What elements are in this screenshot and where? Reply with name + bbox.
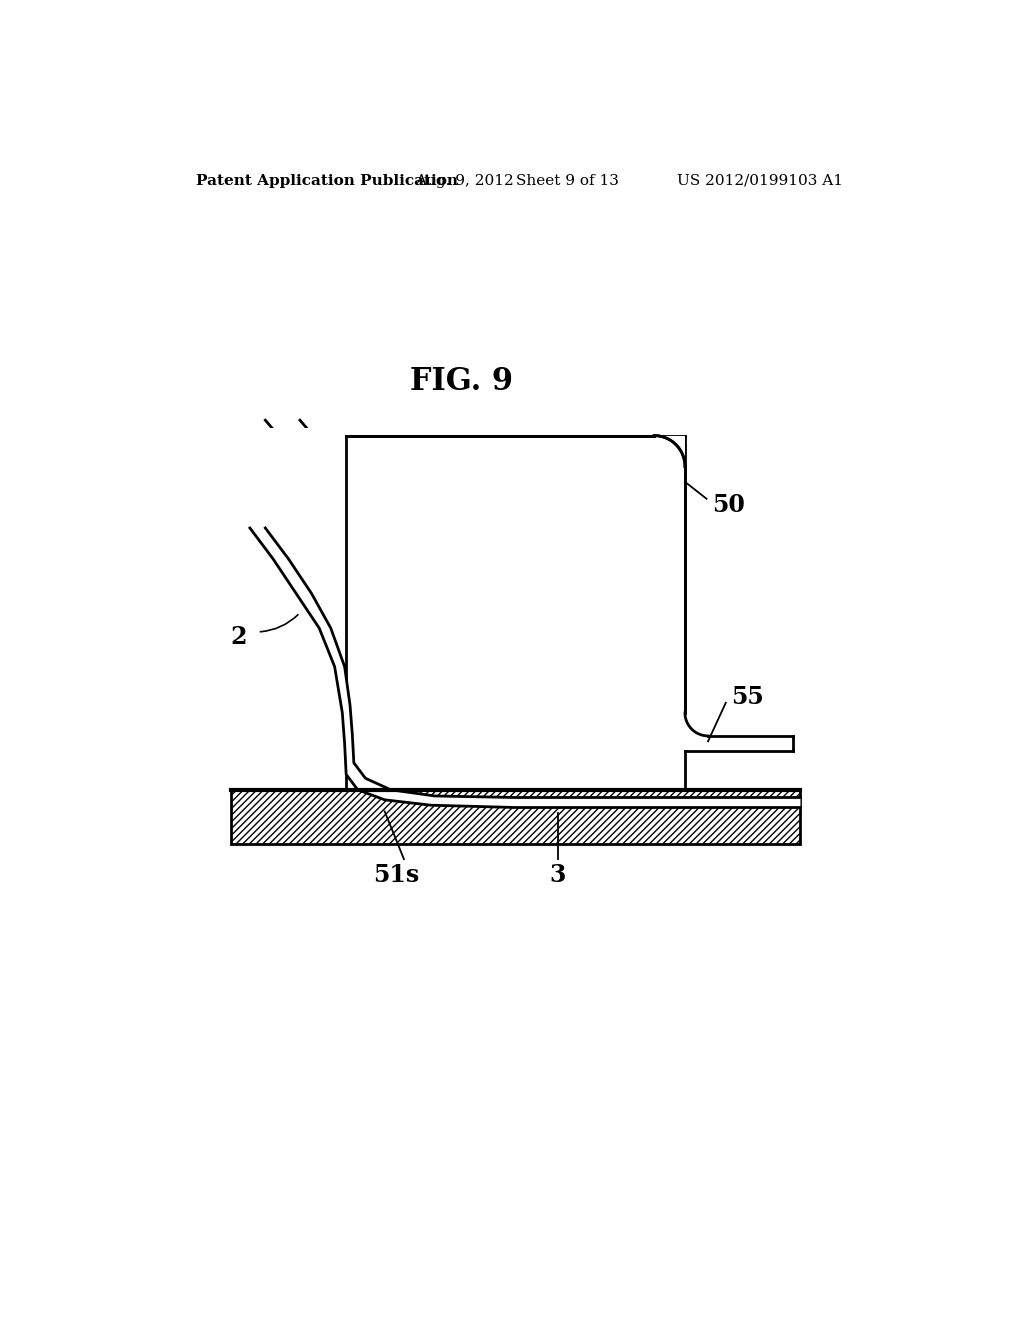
Text: Aug. 9, 2012: Aug. 9, 2012	[416, 174, 514, 187]
Polygon shape	[230, 428, 346, 789]
Polygon shape	[250, 528, 801, 808]
Text: 3: 3	[550, 862, 566, 887]
Text: FIG. 9: FIG. 9	[411, 366, 513, 397]
Text: US 2012/0199103 A1: US 2012/0199103 A1	[677, 174, 843, 187]
Text: 51s: 51s	[373, 862, 420, 887]
Polygon shape	[654, 436, 685, 466]
Text: 50: 50	[712, 492, 744, 517]
Text: Patent Application Publication: Patent Application Publication	[196, 174, 458, 187]
Text: 55: 55	[731, 685, 764, 709]
Polygon shape	[685, 737, 793, 751]
Text: Sheet 9 of 13: Sheet 9 of 13	[515, 174, 618, 187]
Polygon shape	[230, 789, 801, 843]
Text: 2: 2	[230, 626, 247, 649]
Polygon shape	[346, 436, 685, 789]
